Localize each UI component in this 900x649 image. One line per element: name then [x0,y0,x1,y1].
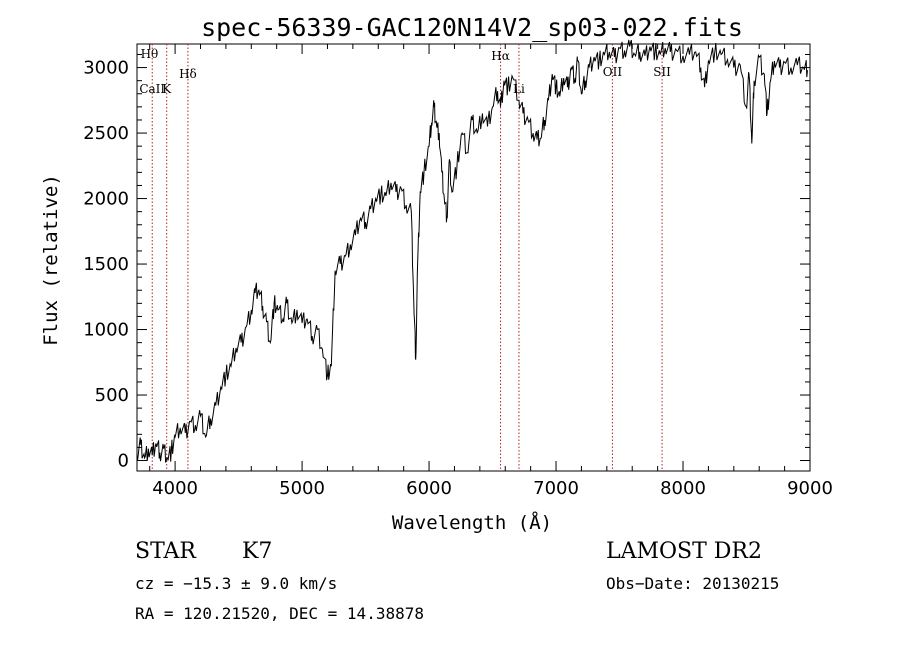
y-tick-label: 1000 [83,320,129,341]
spectrum-series-line [136,39,808,463]
y-tick-label: 1500 [83,254,129,275]
spectral-line-label: OII [603,65,623,79]
y-tick-label: 2000 [83,189,129,210]
plot-frame [136,43,811,472]
axis-ticks [137,44,811,471]
object-subclass: K7 [242,539,272,564]
spectral-line-label: Hδ [179,67,197,81]
x-axis-label: Wavelength (Å) [392,511,552,534]
y-tick-label: 500 [95,385,129,406]
spectral-line-label: K [162,82,172,96]
x-tick-label: 9000 [787,478,833,499]
x-tick-label: 4000 [152,478,198,499]
coordinates: RA = 120.21520, DEC = 14.38878 [135,604,424,623]
y-tick-label: 3000 [83,58,129,79]
x-tick-labels: 4000 5000 6000 7000 8000 9000 [152,478,833,499]
y-tick-labels: 0 500 1000 1500 2000 2500 3000 [83,58,129,472]
chart-title: spec-56339-GAC120N14V2_sp03-022.fits [201,13,743,42]
spectral-line-label: Li [513,82,525,96]
x-tick-label: 5000 [279,478,325,499]
y-axis-label: Flux (relative) [40,174,62,346]
x-tick-label: 8000 [660,478,706,499]
object-class: STAR [135,539,197,564]
cz-value: cz = −15.3 ± 9.0 km/s [135,574,337,593]
spectral-line-label: Hα [491,49,510,63]
survey-name: LAMOST DR2 [606,539,762,564]
y-tick-label: 2500 [83,123,129,144]
y-tick-label: 0 [118,451,129,472]
spectral-line-label: SII [653,65,671,79]
obs-date: Obs−Date: 20130215 [606,574,779,593]
spectral-line-label: CaII [139,82,165,96]
spectral-line-label: Hθ [141,47,159,61]
x-tick-label: 6000 [406,478,452,499]
x-tick-label: 7000 [533,478,579,499]
